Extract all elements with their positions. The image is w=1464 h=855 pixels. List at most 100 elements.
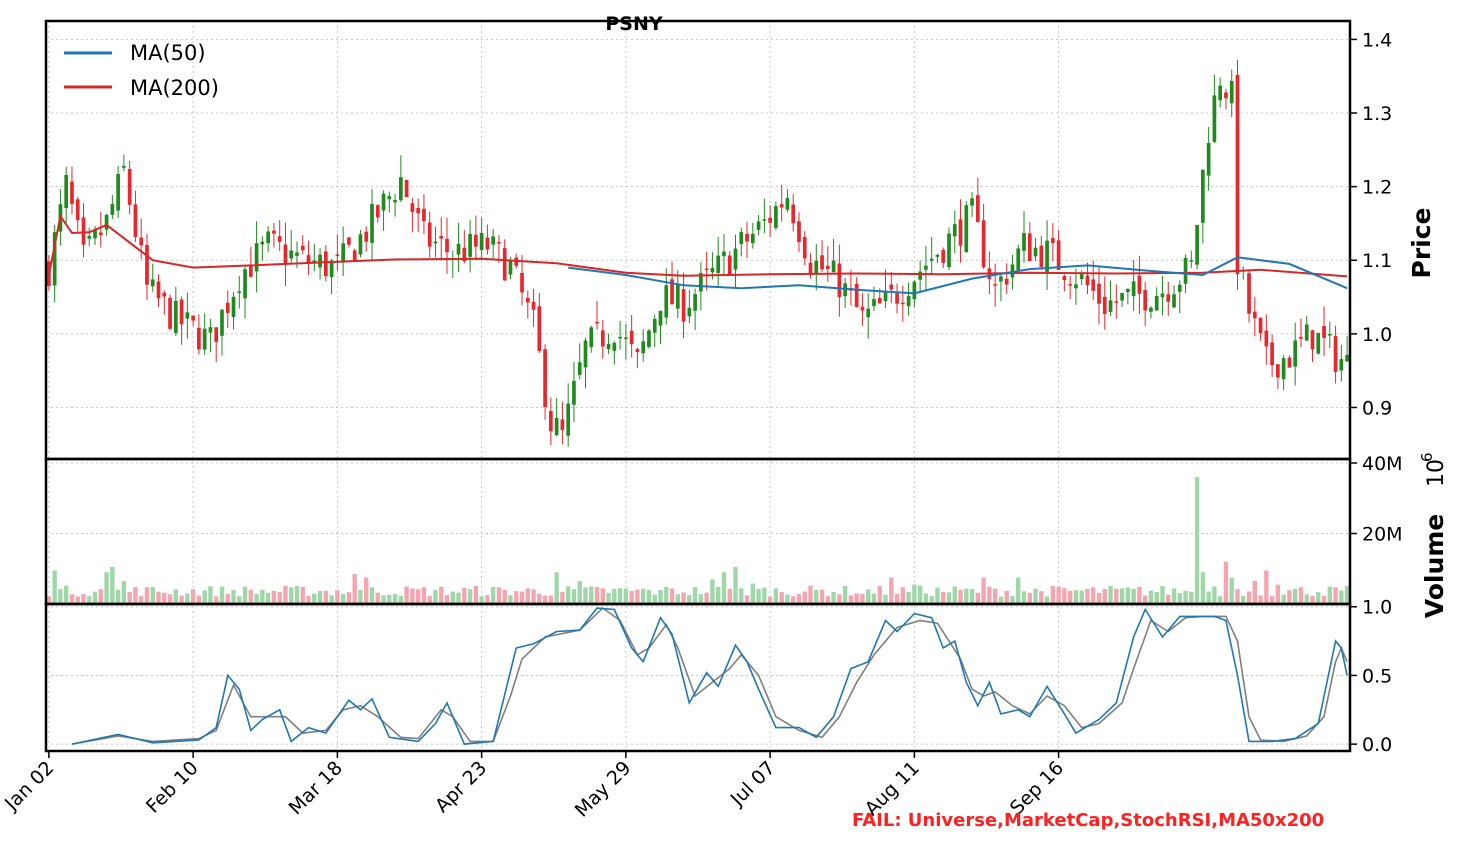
candle-body <box>1339 359 1344 371</box>
volume-bar <box>75 596 80 604</box>
volume-bar <box>664 586 669 604</box>
volume-bar <box>1039 591 1044 604</box>
volume-bar <box>219 586 225 604</box>
candle-body <box>173 300 178 333</box>
candle-body <box>1229 80 1234 104</box>
volume-bar <box>1217 596 1223 604</box>
candle-body <box>116 174 120 211</box>
candle-body <box>104 214 109 230</box>
candle-body <box>629 330 634 345</box>
volume-bar <box>929 596 934 604</box>
volume-bar <box>312 593 317 604</box>
volume-bar <box>998 596 1004 604</box>
volume-bars <box>46 477 1350 604</box>
volume-bar <box>819 589 825 604</box>
candle-body <box>600 330 605 347</box>
candle-body <box>906 296 911 307</box>
volume-bar <box>133 587 138 604</box>
candle-body <box>410 203 415 212</box>
volume-exponent-base: 10 <box>1424 459 1449 487</box>
candle-body <box>87 235 92 239</box>
volume-bar <box>410 588 415 604</box>
candle-body <box>110 204 115 215</box>
volume-panel-frame <box>44 457 1352 606</box>
candle-body <box>595 321 599 324</box>
candle-body <box>733 248 738 270</box>
candle-body <box>427 222 432 247</box>
candle-body <box>635 348 640 353</box>
axis-ticks: 0.9 1.0 1.1 1.2 1.3 1.4 20M 40M 0.0 0.5 1.0 Jan 02 F… <box>0 29 1403 821</box>
volume-bar <box>381 595 386 604</box>
volume-bar <box>1085 588 1090 604</box>
candle-body <box>283 244 288 264</box>
candle-body <box>618 336 622 339</box>
candle-body <box>520 272 524 293</box>
candle-body <box>491 236 496 245</box>
volume-bar <box>1246 591 1252 604</box>
volume-bar <box>121 581 127 604</box>
volume-bar <box>577 581 582 604</box>
candle-body <box>214 327 219 343</box>
candle-body <box>399 177 403 201</box>
ma200-line <box>47 213 1348 278</box>
candle-body <box>924 265 928 270</box>
volume-bar <box>317 591 323 604</box>
candle-body <box>1322 326 1326 338</box>
volume-bar <box>179 595 184 604</box>
volume-bar <box>1229 577 1234 604</box>
candle-body <box>1120 292 1124 301</box>
volume-bar <box>617 588 623 604</box>
volume-bar <box>785 594 790 604</box>
x-tick-label: Mar 18 <box>285 757 347 819</box>
candle-body <box>1056 240 1061 270</box>
volume-bar <box>652 594 657 604</box>
volume-bar <box>115 589 121 604</box>
candle-body <box>277 236 282 242</box>
volume-bar <box>473 586 479 604</box>
candle-body <box>525 297 530 303</box>
volume-bar <box>923 593 929 604</box>
volume-bar <box>358 589 363 604</box>
volume-bar <box>496 587 502 604</box>
candle-body <box>716 255 721 273</box>
volume-tick-label: 20M <box>1362 524 1403 546</box>
candle-body <box>474 234 478 247</box>
price-tick-label: 1.1 <box>1362 250 1392 272</box>
candle-body <box>958 219 963 246</box>
x-tick-label: Jan 02 <box>0 757 58 815</box>
price-tick-label: 1.3 <box>1362 103 1392 125</box>
candle-body <box>785 198 790 210</box>
candle-body <box>1310 330 1315 350</box>
volume-bar <box>629 590 634 604</box>
volume-bar <box>1137 587 1142 604</box>
volume-bar <box>1010 596 1015 604</box>
volume-bar <box>1327 586 1332 604</box>
volume-bar <box>398 596 404 604</box>
price-tick-label: 1.2 <box>1362 177 1392 199</box>
candle-body <box>295 252 299 256</box>
candlesticks <box>47 59 1349 447</box>
volume-bar <box>144 587 150 604</box>
volume-bar <box>681 592 686 604</box>
volume-bar <box>623 588 629 604</box>
volume-bar <box>352 574 357 604</box>
volume-bar <box>98 589 104 604</box>
candle-body <box>485 237 490 250</box>
volume-bar <box>525 588 530 604</box>
candle-body <box>191 315 195 321</box>
candle-body <box>808 262 813 275</box>
candle-body <box>93 229 97 239</box>
volume-bar <box>935 587 940 604</box>
volume-bar <box>733 566 738 604</box>
volume-bar <box>571 589 577 604</box>
stoch-panel-frame <box>44 602 1352 753</box>
volume-bar <box>1344 586 1350 604</box>
candle-body <box>854 283 859 307</box>
volume-bar <box>1108 586 1113 604</box>
price-tick-label: 1.4 <box>1362 29 1392 51</box>
volume-bar <box>1292 588 1298 604</box>
volume-bar <box>814 589 819 604</box>
volume-bar <box>692 587 698 604</box>
volume-bar <box>992 588 998 604</box>
candle-body <box>652 318 657 333</box>
